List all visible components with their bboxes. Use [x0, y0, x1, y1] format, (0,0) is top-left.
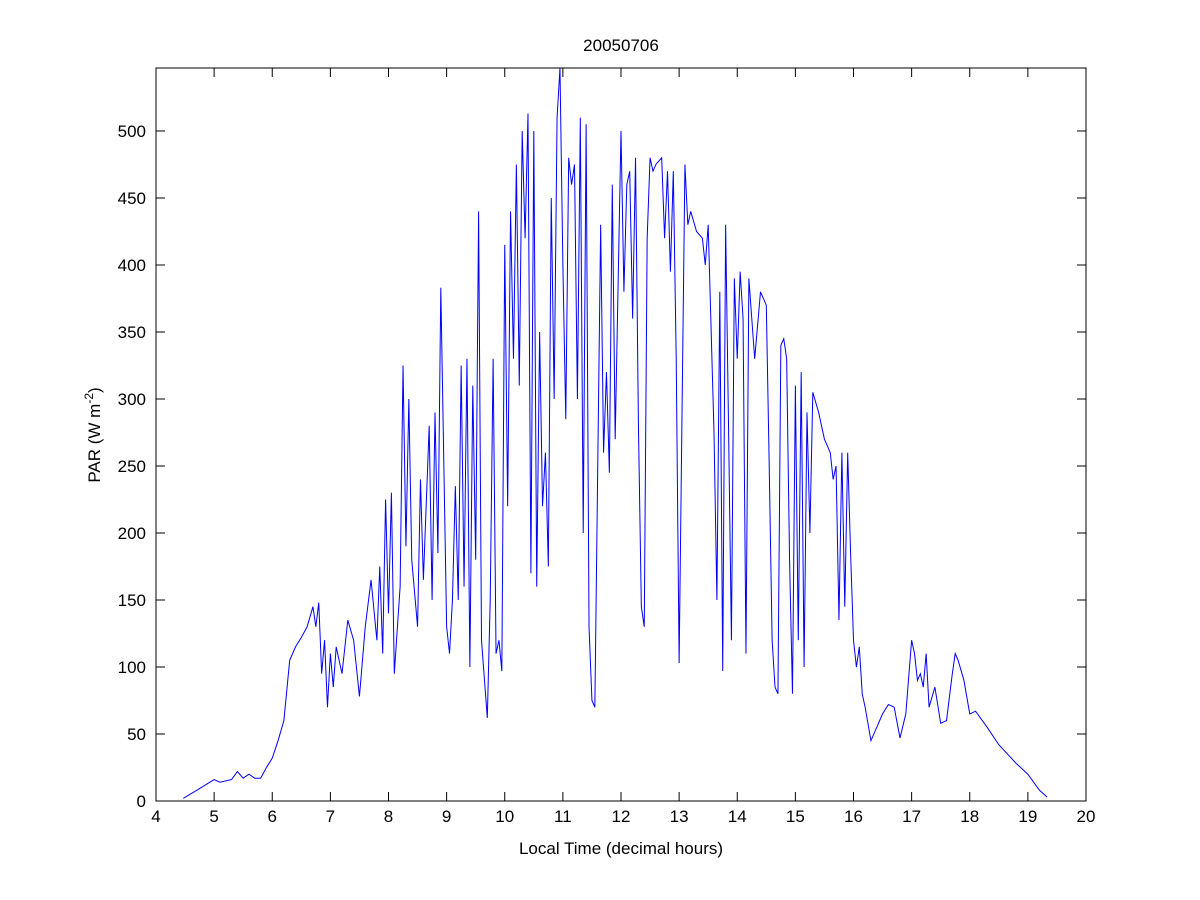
y-axis-label: PAR (W m-2) — [82, 387, 104, 482]
x-tick-label: 18 — [960, 807, 979, 826]
y-label-close: ) — [85, 387, 104, 393]
x-tick-label: 17 — [902, 807, 921, 826]
y-tick-label: 0 — [137, 792, 146, 811]
y-label-sup: -2 — [82, 393, 96, 404]
x-tick-label: 11 — [554, 807, 572, 826]
y-tick-label: 250 — [118, 457, 146, 476]
x-tick-label: 4 — [151, 807, 160, 826]
x-tick-label: 13 — [670, 807, 689, 826]
x-tick-label: 16 — [844, 807, 863, 826]
y-tick-label: 300 — [118, 390, 146, 409]
y-tick-label: 500 — [118, 122, 146, 141]
x-tick-label: 10 — [495, 807, 514, 826]
x-tick-label: 20 — [1077, 807, 1096, 826]
x-tick-label: 19 — [1018, 807, 1037, 826]
data-line — [183, 67, 1048, 799]
y-tick-label: 100 — [118, 658, 146, 677]
x-tick-label: 8 — [384, 807, 393, 826]
x-tick-label: 5 — [209, 807, 218, 826]
chart-title: 20050706 — [583, 36, 659, 55]
y-tick-label: 50 — [127, 725, 146, 744]
y-tick-label: 150 — [118, 591, 146, 610]
x-tick-label: 15 — [786, 807, 805, 826]
y-tick-label: 450 — [118, 189, 146, 208]
x-tick-label: 14 — [728, 807, 747, 826]
y-label-main: PAR (W m — [85, 404, 104, 483]
y-tick-label: 200 — [118, 524, 146, 543]
y-tick-label: 350 — [118, 323, 146, 342]
x-tick-label: 7 — [326, 807, 335, 826]
x-tick-label: 9 — [442, 807, 451, 826]
x-tick-label: 6 — [268, 807, 277, 826]
y-tick-label: 400 — [118, 256, 146, 275]
x-axis-label: Local Time (decimal hours) — [519, 839, 723, 858]
x-tick-label: 12 — [612, 807, 631, 826]
